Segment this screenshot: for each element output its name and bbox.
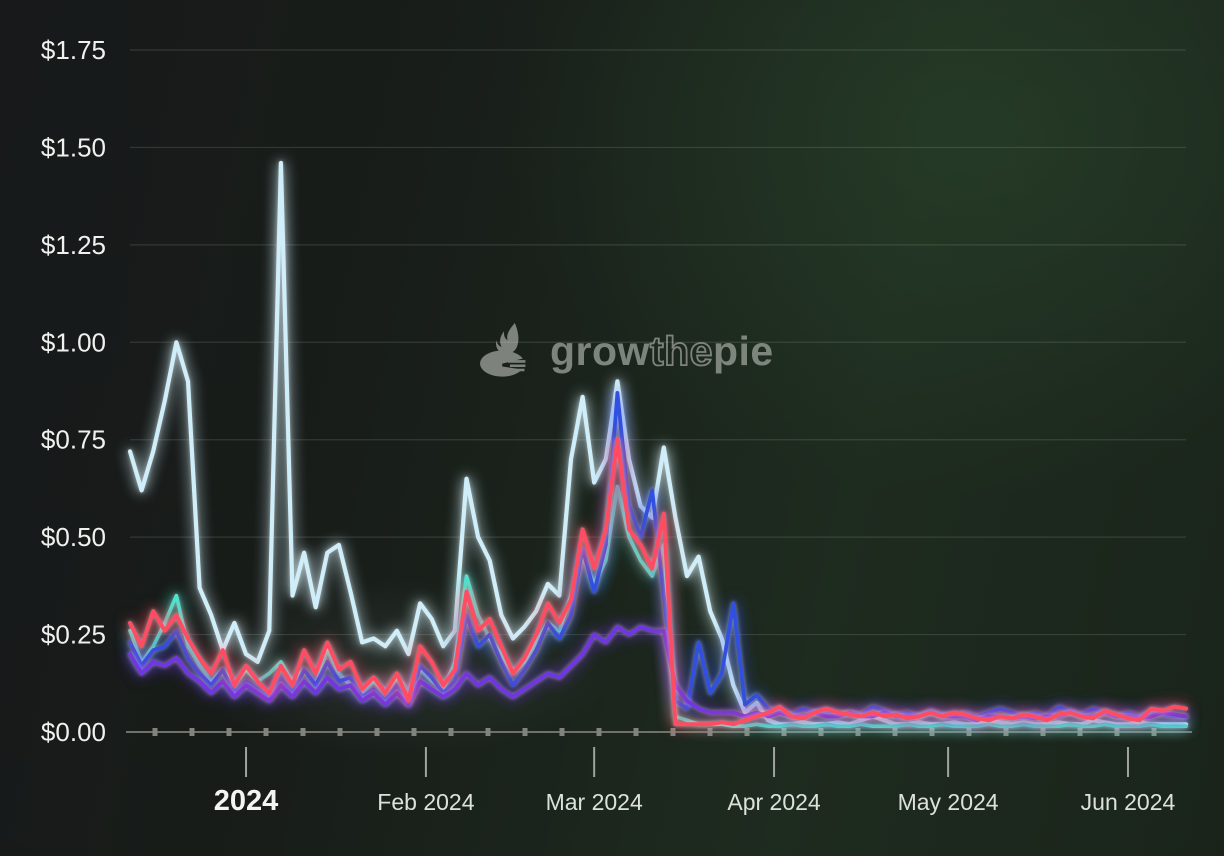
x-axis-minor-tick: [300, 728, 306, 736]
x-axis-minor-tick: [707, 728, 713, 736]
x-axis-minor-tick: [337, 728, 343, 736]
x-axis-minor-tick: [966, 728, 972, 736]
x-tick-label: Apr 2024: [727, 789, 821, 815]
x-axis-minor-tick: [1114, 728, 1120, 736]
series-light-blue-line[interactable]: [127, 160, 1189, 727]
x-axis-minor-tick: [1077, 728, 1083, 736]
x-axis-minor-tick: [818, 728, 824, 736]
y-tick-label: $0.75: [41, 425, 106, 455]
x-axis-minor-tick: [929, 728, 935, 736]
x-tick-label: May 2024: [898, 789, 999, 815]
x-tick-label: Mar 2024: [546, 789, 643, 815]
y-tick-label: $1.50: [41, 132, 106, 162]
x-axis-minor-tick: [744, 728, 750, 736]
x-axis-minor-tick: [781, 728, 787, 736]
watermark-text-pie: pie: [712, 327, 774, 374]
y-tick-label: $1.25: [41, 230, 106, 260]
x-axis-minor-tick: [485, 728, 491, 736]
x-axis-minor-tick: [448, 728, 454, 736]
x-tick-label: Feb 2024: [377, 789, 474, 815]
y-tick-label: $0.50: [41, 522, 106, 552]
x-axis-minor-tick: [263, 728, 269, 736]
x-axis-minor-tick: [152, 728, 158, 736]
growthepie-wordmark: growthepie: [550, 327, 774, 374]
x-tick-label: Jun 2024: [1081, 789, 1176, 815]
y-tick-label: $1.75: [41, 35, 106, 65]
watermark-text-grow: grow: [550, 327, 650, 374]
x-axis-minor-tick: [1151, 728, 1157, 736]
x-axis-minor-tick: [559, 728, 565, 736]
x-axis-minor-tick: [596, 728, 602, 736]
growthepie-watermark: growthepie: [478, 322, 774, 380]
y-tick-label: $0.00: [41, 717, 106, 747]
x-axis-minor-tick: [374, 728, 380, 736]
y-tick-label: $1.00: [41, 327, 106, 357]
x-axis-minor-tick: [892, 728, 898, 736]
x-axis-minor-tick: [411, 728, 417, 736]
series-red-line[interactable]: [128, 437, 1188, 727]
y-tick-label: $0.25: [41, 620, 106, 650]
x-axis-minor-tick: [670, 728, 676, 736]
watermark-text-the: the: [649, 327, 713, 374]
x-tick-label: 2024: [214, 785, 279, 817]
x-axis-minor-tick: [1003, 728, 1009, 736]
x-axis-minor-tick: [522, 728, 528, 736]
x-axis-minor-tick: [633, 728, 639, 736]
growthepie-logo-icon: [480, 322, 529, 377]
x-axis-minor-tick: [189, 728, 195, 736]
x-axis-minor-tick: [855, 728, 861, 736]
x-axis-minor-tick: [1040, 728, 1046, 736]
x-axis-minor-tick: [226, 728, 232, 736]
